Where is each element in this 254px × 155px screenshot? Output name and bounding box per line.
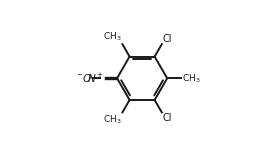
Text: CH$_3$: CH$_3$: [103, 114, 122, 126]
Text: $^{-}O$: $^{-}O$: [76, 72, 93, 84]
Text: CH$_3$: CH$_3$: [103, 31, 122, 43]
Text: Cl: Cl: [162, 113, 172, 123]
Text: CH$_3$: CH$_3$: [182, 72, 201, 84]
Text: $N^+$: $N^+$: [87, 72, 105, 85]
Text: Cl: Cl: [162, 34, 172, 44]
